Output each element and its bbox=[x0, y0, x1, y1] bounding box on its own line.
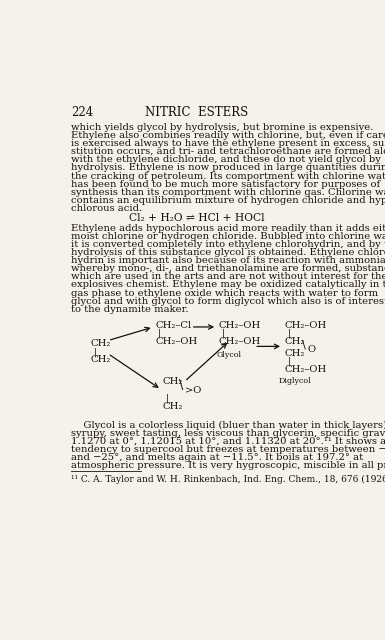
Text: CH₂: CH₂ bbox=[285, 349, 305, 358]
Text: moist chlorine or hydrogen chloride. Bubbled into chlorine water,: moist chlorine or hydrogen chloride. Bub… bbox=[71, 232, 385, 241]
Text: 224: 224 bbox=[71, 106, 94, 119]
Text: CH₂–OH: CH₂–OH bbox=[219, 337, 261, 346]
Text: CH₂: CH₂ bbox=[163, 378, 183, 387]
Text: chlorous acid.: chlorous acid. bbox=[71, 204, 142, 213]
Text: to the dynamite maker.: to the dynamite maker. bbox=[71, 305, 189, 314]
Text: syrupy, sweet tasting, less viscous than glycerin, specific gravity: syrupy, sweet tasting, less viscous than… bbox=[71, 429, 385, 438]
Text: with the ethylene dichloride, and these do not yield glycol by: with the ethylene dichloride, and these … bbox=[71, 156, 381, 164]
Text: hydrolysis. Ethylene is now produced in large quantities during: hydrolysis. Ethylene is now produced in … bbox=[71, 163, 385, 172]
Text: >O: >O bbox=[184, 385, 201, 395]
Text: has been found to be much more satisfactory for purposes of: has been found to be much more satisfact… bbox=[71, 180, 381, 189]
Text: hydrin is important also because of its reaction with ammonia: hydrin is important also because of its … bbox=[71, 256, 385, 265]
Text: |: | bbox=[158, 328, 161, 338]
Text: stitution occurs, and tri- and tetrachloroethane are formed along: stitution occurs, and tri- and tetrachlo… bbox=[71, 147, 385, 156]
Text: whereby mono-, di-, and triethanolamine are formed, substances: whereby mono-, di-, and triethanolamine … bbox=[71, 264, 385, 273]
Text: NITRIC  ESTERS: NITRIC ESTERS bbox=[145, 106, 249, 119]
Text: atmospheric pressure. It is very hygroscopic, miscible in all pro-: atmospheric pressure. It is very hygrosc… bbox=[71, 461, 385, 470]
Text: \: \ bbox=[301, 340, 305, 350]
Text: |: | bbox=[94, 347, 97, 356]
Text: CH₂–OH: CH₂–OH bbox=[219, 321, 261, 330]
Text: explosives chemist. Ethylene may be oxidized catalytically in the: explosives chemist. Ethylene may be oxid… bbox=[71, 280, 385, 289]
Text: CH₂: CH₂ bbox=[285, 337, 305, 346]
Text: Ethylene also combines readily with chlorine, but, even if care: Ethylene also combines readily with chlo… bbox=[71, 131, 385, 140]
Text: Diglycol: Diglycol bbox=[279, 377, 312, 385]
Text: the cracking of petroleum. Its comportment with chlorine water: the cracking of petroleum. Its comportme… bbox=[71, 172, 385, 180]
Text: |: | bbox=[288, 328, 291, 338]
Text: \: \ bbox=[179, 379, 183, 392]
Text: Glycol: Glycol bbox=[217, 351, 242, 359]
Text: and −25°, and melts again at −11.5°. It boils at 197.2° at: and −25°, and melts again at −11.5°. It … bbox=[71, 453, 363, 462]
Text: contains an equilibrium mixture of hydrogen chloride and hypo-: contains an equilibrium mixture of hydro… bbox=[71, 196, 385, 205]
Text: Ethylene adds hypochlorous acid more readily than it adds either: Ethylene adds hypochlorous acid more rea… bbox=[71, 224, 385, 233]
Text: |: | bbox=[288, 357, 291, 366]
Text: CH₂: CH₂ bbox=[91, 355, 111, 364]
Text: which yields glycol by hydrolysis, but bromine is expensive.: which yields glycol by hydrolysis, but b… bbox=[71, 123, 374, 132]
Text: Cl₂ + H₂O ⇌ HCl + HOCl: Cl₂ + H₂O ⇌ HCl + HOCl bbox=[129, 214, 265, 223]
Text: is exercised always to have the ethylene present in excess, sub-: is exercised always to have the ethylene… bbox=[71, 139, 385, 148]
Text: 1.1270 at 0°, 1.12015 at 10°, and 1.11320 at 20°.¹¹ It shows a: 1.1270 at 0°, 1.12015 at 10°, and 1.1132… bbox=[71, 436, 385, 446]
Text: CH₂–OH: CH₂–OH bbox=[285, 321, 327, 330]
Text: CH₂–OH: CH₂–OH bbox=[155, 337, 198, 346]
Text: tendency to supercool but freezes at temperatures between −13°: tendency to supercool but freezes at tem… bbox=[71, 445, 385, 454]
Text: glycol and with glycol to form diglycol which also is of interest: glycol and with glycol to form diglycol … bbox=[71, 296, 385, 306]
Text: CH₂–Cl: CH₂–Cl bbox=[155, 321, 191, 330]
Text: |: | bbox=[166, 394, 169, 403]
Text: CH₂: CH₂ bbox=[163, 402, 183, 411]
Text: gas phase to ethylene oxide which reacts with water to form: gas phase to ethylene oxide which reacts… bbox=[71, 289, 378, 298]
Text: it is converted completely into ethylene chlorohydrin, and by the: it is converted completely into ethylene… bbox=[71, 240, 385, 249]
Text: |: | bbox=[222, 328, 225, 338]
Text: O: O bbox=[308, 345, 316, 354]
Text: CH₂–OH: CH₂–OH bbox=[285, 365, 327, 374]
Text: CH₂: CH₂ bbox=[91, 339, 111, 348]
Text: Glycol is a colorless liquid (bluer than water in thick layers),: Glycol is a colorless liquid (bluer than… bbox=[71, 420, 385, 429]
Text: which are used in the arts and are not without interest for the: which are used in the arts and are not w… bbox=[71, 273, 385, 282]
Text: hydrolysis of this substance glycol is obtained. Ethylene chloro-: hydrolysis of this substance glycol is o… bbox=[71, 248, 385, 257]
Text: synthesis than its comportment with chlorine gas. Chlorine water: synthesis than its comportment with chlo… bbox=[71, 188, 385, 196]
Text: ¹¹ C. A. Taylor and W. H. Rinkenbach, Ind. Eng. Chem., 18, 676 (1926).: ¹¹ C. A. Taylor and W. H. Rinkenbach, In… bbox=[71, 474, 385, 484]
